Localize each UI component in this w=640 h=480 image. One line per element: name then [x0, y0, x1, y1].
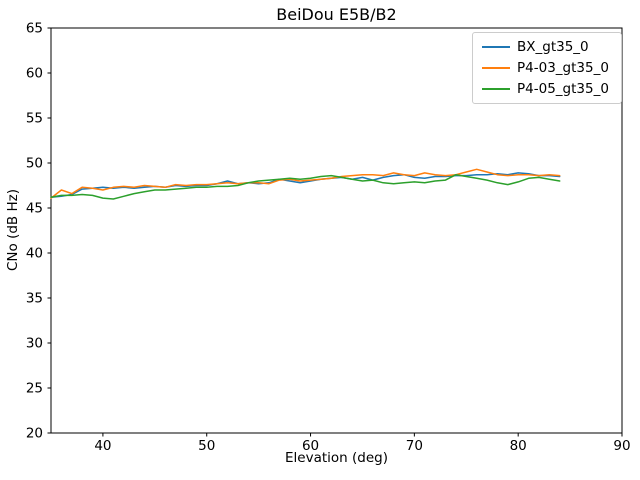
- y-tick-label: 40: [26, 246, 43, 262]
- legend-line-sample: [482, 88, 510, 90]
- y-tick-label: 30: [26, 336, 43, 352]
- legend-entry-label: P4-05_gt35_0: [517, 81, 609, 97]
- series-line-P4-03_gt35_0: [50, 168, 561, 199]
- legend-entry-label: BX_gt35_0: [517, 39, 589, 55]
- series-line-BX_gt35_0: [50, 172, 561, 198]
- y-tick-label: 55: [26, 111, 43, 127]
- x-tick-label: 60: [302, 438, 319, 454]
- legend: BX_gt35_0 P4-03_gt35_0 P4-05_gt35_0: [472, 32, 622, 104]
- x-tick-label: 50: [198, 438, 215, 454]
- legend-line-sample: [482, 46, 510, 48]
- x-tick-label: 80: [510, 438, 527, 454]
- y-tick-label: 20: [26, 426, 43, 442]
- x-tick-label: 70: [406, 438, 423, 454]
- y-tick-label: 60: [26, 66, 43, 82]
- legend-entry: BX_gt35_0: [482, 40, 612, 54]
- series-line-P4-05_gt35_0: [50, 173, 561, 200]
- y-tick-label: 65: [26, 21, 43, 37]
- legend-entry-label: P4-03_gt35_0: [517, 60, 609, 76]
- x-axis-label: Elevation (deg): [285, 450, 388, 466]
- x-tick-label: 90: [613, 438, 630, 454]
- chart-title: BeiDou E5B/B2: [276, 5, 397, 24]
- legend-entry: P4-05_gt35_0: [482, 82, 612, 96]
- y-axis-label: CNo (dB Hz): [5, 189, 21, 271]
- legend-line-sample: [482, 67, 510, 69]
- y-tick-label: 50: [26, 156, 43, 172]
- legend-entry: P4-03_gt35_0: [482, 61, 612, 75]
- x-tick-label: 40: [94, 438, 111, 454]
- y-tick-label: 35: [26, 291, 43, 307]
- y-tick-label: 25: [26, 381, 43, 397]
- y-tick-label: 45: [26, 201, 43, 217]
